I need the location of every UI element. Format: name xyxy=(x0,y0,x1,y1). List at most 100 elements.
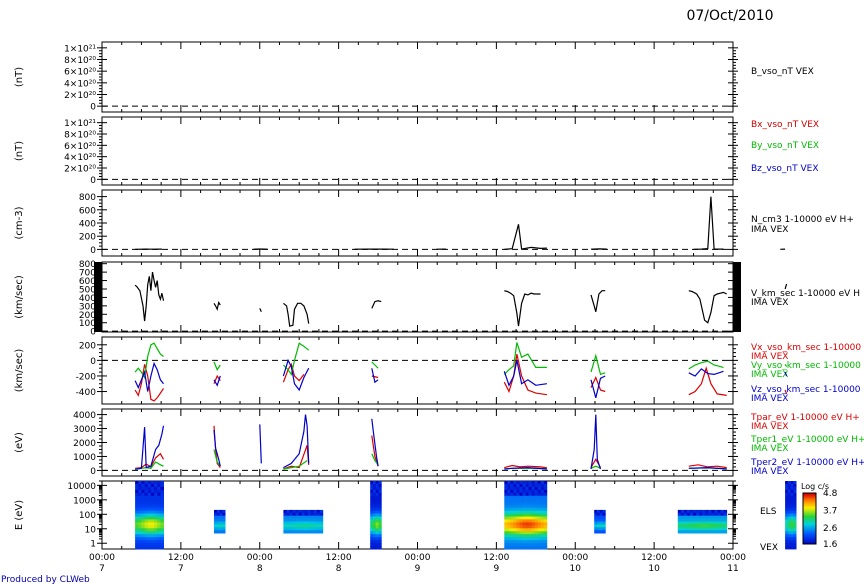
spectrogram-cell xyxy=(283,515,287,519)
series-line xyxy=(371,418,379,467)
spectrogram-cell xyxy=(141,486,145,491)
colorbar-step xyxy=(803,498,816,500)
spectrogram-cell xyxy=(531,543,535,547)
spectrogram-cell xyxy=(319,518,324,522)
spectrogram-cell xyxy=(150,519,155,523)
spectrogram-cell xyxy=(160,513,164,517)
spectrogram-cell xyxy=(785,501,789,506)
spectrogram-cell xyxy=(378,534,382,538)
spectrogram-cell xyxy=(510,546,514,550)
series-line xyxy=(590,375,606,398)
time-axis: 00:00712:00700:00812:00800:00912:00900:0… xyxy=(89,553,746,574)
spectrogram-cell xyxy=(138,513,142,517)
spectrogram-cell xyxy=(537,546,542,550)
spectrogram-cell xyxy=(144,525,149,529)
spectrogram-cell xyxy=(790,484,794,488)
series-instrument-label: IMA VEX xyxy=(751,352,788,362)
spectrogram-cell xyxy=(313,509,318,514)
spectrogram-cell xyxy=(516,543,520,547)
spectrogram-cell xyxy=(147,510,152,514)
panel-frame xyxy=(101,336,734,405)
spectrogram-cell xyxy=(319,527,324,531)
spectrogram-cell xyxy=(599,521,603,525)
spectrogram-cell xyxy=(378,543,382,547)
spectrogram-cell xyxy=(310,515,315,519)
y-tick-label: 0 xyxy=(90,328,96,338)
series-label: By_vso_nT VEX xyxy=(751,141,819,151)
spectrogram-cell xyxy=(537,495,542,500)
spectrogram-cell xyxy=(516,540,520,544)
series-line xyxy=(590,353,606,376)
spectrogram-cell xyxy=(160,484,164,488)
colorbar-tick-label: 4.8 xyxy=(823,489,838,499)
spectrogram-cell xyxy=(160,504,164,509)
spectrogram-cell xyxy=(596,512,601,517)
spectrogram-cell xyxy=(540,501,545,506)
spectrogram-cell xyxy=(144,510,149,514)
series-instrument-label: IMA VEX xyxy=(751,467,788,477)
colorbar-step xyxy=(803,541,816,544)
spectrogram-cell xyxy=(522,513,526,517)
spectrogram-cell xyxy=(135,486,139,491)
time-tick-label: 00:00 xyxy=(720,553,746,563)
spectrogram-cell xyxy=(307,512,312,517)
spectrogram-cell xyxy=(295,524,299,528)
spectrogram-cell xyxy=(160,525,164,529)
spectrogram-cell xyxy=(516,531,520,535)
spectrogram-cell xyxy=(528,543,532,547)
spectrogram-cell xyxy=(705,527,709,531)
spectrogram-cell xyxy=(516,498,520,503)
spectrogram-cell xyxy=(378,519,382,523)
spectrogram-cell xyxy=(141,540,145,544)
spectrogram-cell xyxy=(216,518,220,522)
spectrogram-cell xyxy=(602,521,606,525)
spectrogram-cell xyxy=(543,537,548,541)
spectrogram-cell xyxy=(219,509,223,514)
colorbar-step xyxy=(803,509,816,512)
panel-frame xyxy=(101,261,734,333)
spectrogram-cell xyxy=(135,489,139,494)
spectrogram-block xyxy=(677,509,728,534)
spectrogram-cell xyxy=(298,527,302,531)
spectrogram-cell xyxy=(522,528,526,532)
series-line xyxy=(371,375,379,379)
spectrogram-cell xyxy=(717,512,721,517)
spectrogram-cell xyxy=(534,504,539,509)
spectrogram-cell xyxy=(157,516,161,520)
spectrogram-cell xyxy=(510,504,514,509)
spectrogram-cell xyxy=(787,528,791,532)
spectrogram-cell xyxy=(690,518,694,522)
series-line xyxy=(693,196,724,250)
spectrogram-cell xyxy=(513,534,517,538)
spectrogram-cell xyxy=(313,518,318,522)
spectrogram-cell xyxy=(705,524,709,528)
spectrogram-cell xyxy=(785,492,789,497)
spectrogram-cell xyxy=(378,486,382,491)
spectrogram-cell xyxy=(596,521,601,525)
spectrogram-cell xyxy=(307,518,312,522)
spectrogram-cell xyxy=(370,492,374,497)
spectrogram-cell xyxy=(510,534,514,538)
spectrogram-cell xyxy=(135,495,139,500)
spectrogram-cell xyxy=(702,521,706,525)
spectrogram-cell xyxy=(519,522,523,526)
spectrogram-cell xyxy=(594,509,598,514)
spectrogram-cell xyxy=(504,540,508,544)
spectrogram-cell xyxy=(147,495,152,500)
spectrogram-cell xyxy=(525,486,529,491)
spectrogram-cell xyxy=(516,534,520,538)
panel-6: 4000 3000 2000 1000 0 (eV) Tpar_eV 1-10000 eV … xyxy=(14,408,864,477)
spectrogram-cell xyxy=(372,481,377,485)
spectrogram-cell xyxy=(375,543,379,547)
spectrogram-cell xyxy=(537,513,542,517)
spectrogram-cell xyxy=(540,481,545,485)
spectrogram-cell xyxy=(316,518,321,522)
spectrogram-cell xyxy=(785,495,789,500)
spectrogram-cell xyxy=(372,516,377,520)
spectrogram-cell xyxy=(160,540,164,544)
spectrogram-cell xyxy=(507,492,511,497)
spectrogram-cell xyxy=(528,501,532,506)
spectrogram-cell xyxy=(147,501,152,506)
spectrogram-cell xyxy=(519,516,523,520)
series-line xyxy=(504,290,541,327)
